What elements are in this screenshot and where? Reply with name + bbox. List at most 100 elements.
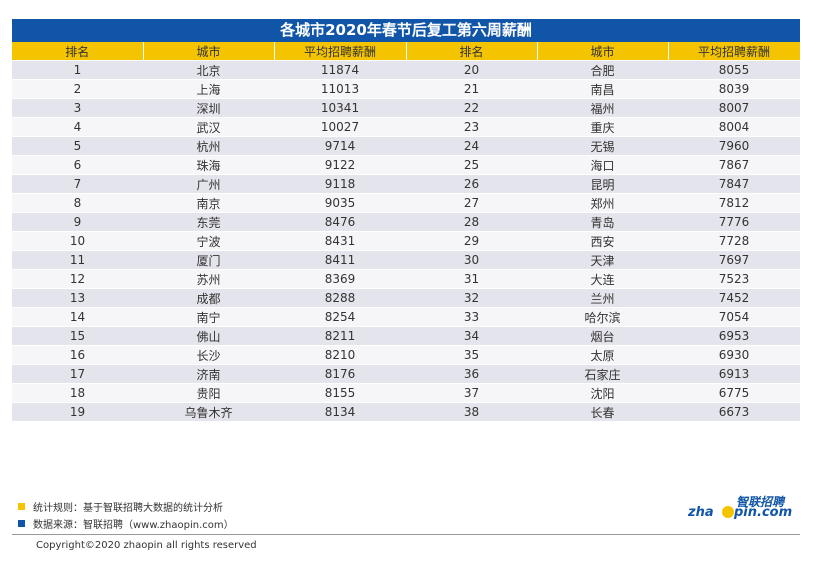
table-row: 10 宁波 8431 29 西安 7728 bbox=[12, 232, 800, 251]
table-cell: 10341 bbox=[274, 99, 406, 118]
table-cell: 8004 bbox=[668, 118, 800, 137]
table-cell: 8176 bbox=[274, 365, 406, 384]
table-cell: 合肥 bbox=[537, 61, 668, 80]
table-cell: 7697 bbox=[668, 251, 800, 270]
table-cell: 3 bbox=[12, 99, 143, 118]
table-cell: 东莞 bbox=[143, 213, 274, 232]
table-cell: 太原 bbox=[537, 346, 668, 365]
table-row: 18 贵阳 8155 37 沈阳 6775 bbox=[12, 384, 800, 403]
table-cell: 7523 bbox=[668, 270, 800, 289]
blue-square-icon bbox=[18, 520, 25, 527]
table-row: 14 南宁 8254 33 哈尔滨 7054 bbox=[12, 308, 800, 327]
column-header: 排名 bbox=[406, 42, 537, 61]
table-cell: 34 bbox=[406, 327, 537, 346]
table-row: 19 乌鲁木齐 8134 38 长春 6673 bbox=[12, 403, 800, 422]
table-cell: 珠海 bbox=[143, 156, 274, 175]
table-cell: 长沙 bbox=[143, 346, 274, 365]
table-cell: 9035 bbox=[274, 194, 406, 213]
table-cell: 32 bbox=[406, 289, 537, 308]
table-cell: 8411 bbox=[274, 251, 406, 270]
table-cell: 济南 bbox=[143, 365, 274, 384]
note-rules: 统计规则：基于智联招聘大数据的统计分析 bbox=[18, 498, 234, 515]
table-cell: 2 bbox=[12, 80, 143, 99]
yellow-square-icon bbox=[18, 503, 25, 510]
table-row: 12 苏州 8369 31 大连 7523 bbox=[12, 270, 800, 289]
table-cell: 苏州 bbox=[143, 270, 274, 289]
table-cell: 33 bbox=[406, 308, 537, 327]
table-cell: 8431 bbox=[274, 232, 406, 251]
table-cell: 30 bbox=[406, 251, 537, 270]
table-cell: 12 bbox=[12, 270, 143, 289]
table-cell: 西安 bbox=[537, 232, 668, 251]
table-cell: 7728 bbox=[668, 232, 800, 251]
table-cell: 6913 bbox=[668, 365, 800, 384]
note-source-text: 数据来源：智联招聘（www.zhaopin.com） bbox=[33, 516, 234, 531]
note-source: 数据来源：智联招聘（www.zhaopin.com） bbox=[18, 515, 234, 532]
table-row: 1 北京 11874 20 合肥 8055 bbox=[12, 61, 800, 80]
table-cell: 8134 bbox=[274, 403, 406, 422]
column-header: 平均招聘薪酬 bbox=[274, 42, 406, 61]
table-row: 5 杭州 9714 24 无锡 7960 bbox=[12, 137, 800, 156]
table-cell: 哈尔滨 bbox=[537, 308, 668, 327]
salary-table: 排名 城市 平均招聘薪酬 排名 城市 平均招聘薪酬 1 北京 11874 20 合肥 8055 2 上海… bbox=[12, 42, 801, 421]
table-cell: 22 bbox=[406, 99, 537, 118]
table-cell: 36 bbox=[406, 365, 537, 384]
table-cell: 长春 bbox=[537, 403, 668, 422]
table-cell: 11013 bbox=[274, 80, 406, 99]
note-rules-text: 统计规则：基于智联招聘大数据的统计分析 bbox=[33, 499, 223, 514]
table-cell: 8055 bbox=[668, 61, 800, 80]
table-cell: 10027 bbox=[274, 118, 406, 137]
table-cell: 贵阳 bbox=[143, 384, 274, 403]
table-cell: 7776 bbox=[668, 213, 800, 232]
table-cell: 广州 bbox=[143, 175, 274, 194]
table-cell: 乌鲁木齐 bbox=[143, 403, 274, 422]
table-cell: 37 bbox=[406, 384, 537, 403]
table-cell: 7847 bbox=[668, 175, 800, 194]
table-cell: 大连 bbox=[537, 270, 668, 289]
table-row: 11 厦门 8411 30 天津 7697 bbox=[12, 251, 800, 270]
table-cell: 31 bbox=[406, 270, 537, 289]
table-cell: 8 bbox=[12, 194, 143, 213]
table-cell: 北京 bbox=[143, 61, 274, 80]
table-cell: 8254 bbox=[274, 308, 406, 327]
table-cell: 4 bbox=[12, 118, 143, 137]
table-row: 8 南京 9035 27 郑州 7812 bbox=[12, 194, 800, 213]
table-cell: 13 bbox=[12, 289, 143, 308]
zhaopin-logo: 智联招聘 zha pin.com bbox=[688, 495, 798, 525]
table-row: 2 上海 11013 21 南昌 8039 bbox=[12, 80, 800, 99]
table-cell: 昆明 bbox=[537, 175, 668, 194]
table-cell: 6775 bbox=[668, 384, 800, 403]
table-cell: 武汉 bbox=[143, 118, 274, 137]
table-cell: 7 bbox=[12, 175, 143, 194]
header-row: 排名 城市 平均招聘薪酬 排名 城市 平均招聘薪酬 bbox=[12, 42, 800, 61]
table-cell: 14 bbox=[12, 308, 143, 327]
table-cell: 南宁 bbox=[143, 308, 274, 327]
column-header: 城市 bbox=[143, 42, 274, 61]
copyright: Copyright©2020 zhaopin all rights reserv… bbox=[36, 540, 257, 551]
table-cell: 18 bbox=[12, 384, 143, 403]
table-cell: 38 bbox=[406, 403, 537, 422]
table-cell: 24 bbox=[406, 137, 537, 156]
table-cell: 8369 bbox=[274, 270, 406, 289]
table-cell: 6673 bbox=[668, 403, 800, 422]
table-cell: 重庆 bbox=[537, 118, 668, 137]
table-cell: 南昌 bbox=[537, 80, 668, 99]
table-cell: 天津 bbox=[537, 251, 668, 270]
salary-table-figure: 各城市2020年春节后复工第六周薪酬 排名 城市 平均招聘薪酬 排名 城市 平均招聘薪酬 … bbox=[12, 19, 800, 421]
table-cell: 11874 bbox=[274, 61, 406, 80]
table-cell: 南京 bbox=[143, 194, 274, 213]
table-cell: 7812 bbox=[668, 194, 800, 213]
table-cell: 上海 bbox=[143, 80, 274, 99]
table-cell: 23 bbox=[406, 118, 537, 137]
table-cell: 27 bbox=[406, 194, 537, 213]
table-row: 6 珠海 9122 25 海口 7867 bbox=[12, 156, 800, 175]
logo-text-left: zha bbox=[688, 505, 714, 520]
table-cell: 8211 bbox=[274, 327, 406, 346]
table-cell: 1 bbox=[12, 61, 143, 80]
logo-dot-icon bbox=[722, 506, 734, 518]
table-title: 各城市2020年春节后复工第六周薪酬 bbox=[12, 19, 800, 42]
table-cell: 9122 bbox=[274, 156, 406, 175]
table-row: 9 东莞 8476 28 青岛 7776 bbox=[12, 213, 800, 232]
table-cell: 20 bbox=[406, 61, 537, 80]
table-cell: 郑州 bbox=[537, 194, 668, 213]
